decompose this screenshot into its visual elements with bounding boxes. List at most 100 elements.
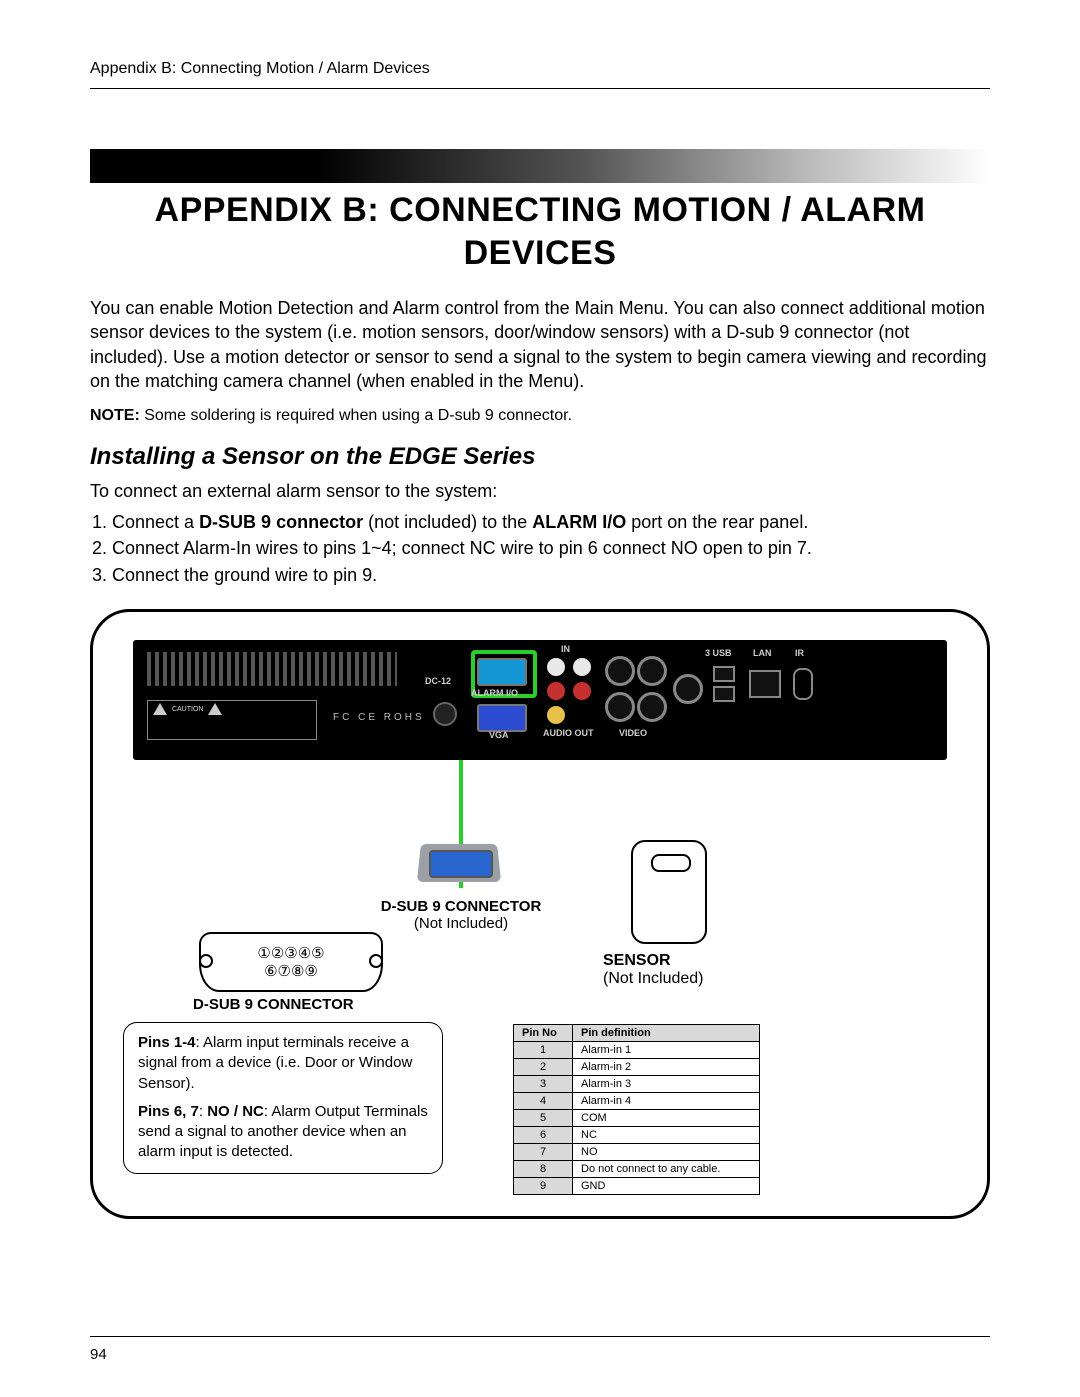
step-1-b: D-SUB 9 connector bbox=[199, 512, 363, 532]
table-row: 9GND bbox=[514, 1178, 760, 1195]
section-heading: Installing a Sensor on the EDGE Series bbox=[90, 443, 990, 471]
dc-label: DC-12 bbox=[425, 676, 451, 686]
usb-port bbox=[713, 686, 735, 702]
cell-pin-no: 8 bbox=[514, 1161, 573, 1178]
step-1-d: ALARM I/O bbox=[532, 512, 626, 532]
page-title: APPENDIX B: CONNECTING MOTION / ALARM DE… bbox=[90, 189, 990, 274]
lead-text: To connect an external alarm sensor to t… bbox=[90, 481, 990, 502]
dsub9-label-a: D-SUB 9 CONNECTOR (Not Included) bbox=[371, 898, 551, 932]
cell-pin-no: 3 bbox=[514, 1076, 573, 1093]
cell-pin-def: Alarm-in 3 bbox=[573, 1076, 760, 1093]
warning-icon bbox=[153, 703, 167, 715]
bnc-port bbox=[637, 656, 667, 686]
rca-port bbox=[547, 706, 565, 724]
pin-row-2: ⑥⑦⑧⑨ bbox=[264, 962, 318, 980]
dsub9-sub: (Not Included) bbox=[371, 915, 551, 932]
table-row: 1Alarm-in 1 bbox=[514, 1042, 760, 1059]
usb-label: 3 USB bbox=[705, 648, 732, 658]
cell-pin-no: 4 bbox=[514, 1093, 573, 1110]
vga-label: VGA bbox=[489, 730, 509, 740]
pins-description-box: Pins 1-4: Alarm input terminals receive … bbox=[123, 1022, 443, 1174]
audio-label: AUDIO OUT bbox=[543, 728, 594, 738]
note: NOTE: Some soldering is required when us… bbox=[90, 407, 990, 425]
warning-icon bbox=[208, 703, 222, 715]
cell-pin-def: GND bbox=[573, 1178, 760, 1195]
cell-pin-no: 2 bbox=[514, 1059, 573, 1076]
cell-pin-no: 1 bbox=[514, 1042, 573, 1059]
dsub9-connector-illustration bbox=[409, 832, 509, 902]
cell-pin-def: COM bbox=[573, 1110, 760, 1127]
alarm-io-port bbox=[477, 658, 527, 686]
video-label: VIDEO bbox=[619, 728, 647, 738]
bnc-port bbox=[637, 692, 667, 722]
usb-port bbox=[713, 666, 735, 682]
page-number: 94 bbox=[90, 1346, 107, 1363]
rca-port bbox=[573, 682, 591, 700]
pin-row-1: ①②③④⑤ bbox=[257, 944, 324, 962]
cell-pin-no: 9 bbox=[514, 1178, 573, 1195]
ir-label: IR bbox=[795, 648, 804, 658]
vga-port bbox=[477, 704, 527, 732]
rca-port bbox=[573, 658, 591, 676]
cell-pin-no: 5 bbox=[514, 1110, 573, 1127]
cell-pin-def: NC bbox=[573, 1127, 760, 1144]
step-1-e: port on the rear panel. bbox=[626, 512, 808, 532]
device-rear-panel: CAUTION FC CE ROHS DC-12 ALARM I/O VGA I… bbox=[133, 640, 947, 760]
pins-6-7-nonc: NO / NC bbox=[207, 1103, 264, 1120]
bnc-port bbox=[605, 656, 635, 686]
step-1-a: Connect a bbox=[112, 512, 199, 532]
pins-6-7-sep: : bbox=[199, 1103, 207, 1120]
table-header-row: Pin No Pin definition bbox=[514, 1025, 760, 1042]
table-row: 8Do not connect to any cable. bbox=[514, 1161, 760, 1178]
pins-1-4: Pins 1-4: Alarm input terminals receive … bbox=[138, 1033, 428, 1094]
rca-port bbox=[547, 658, 565, 676]
wiring-diagram: CAUTION FC CE ROHS DC-12 ALARM I/O VGA I… bbox=[90, 609, 990, 1219]
table-row: 2Alarm-in 2 bbox=[514, 1059, 760, 1076]
sensor-label: SENSOR (Not Included) bbox=[603, 952, 763, 988]
cell-pin-no: 6 bbox=[514, 1127, 573, 1144]
steps-list: Connect a D-SUB 9 connector (not include… bbox=[112, 510, 990, 587]
footer-rule bbox=[90, 1336, 990, 1337]
note-text: Some soldering is required when using a … bbox=[140, 407, 572, 424]
table-row: 6NC bbox=[514, 1127, 760, 1144]
connector-face bbox=[429, 850, 493, 878]
intro-paragraph: You can enable Motion Detection and Alar… bbox=[90, 296, 990, 393]
dsub9-title: D-SUB 9 CONNECTOR bbox=[371, 898, 551, 915]
title-banner bbox=[90, 149, 990, 183]
lan-label: LAN bbox=[753, 648, 772, 658]
sensor-sub: (Not Included) bbox=[603, 970, 763, 988]
cell-pin-def: Alarm-in 4 bbox=[573, 1093, 760, 1110]
ir-port bbox=[793, 668, 813, 700]
table-row: 4Alarm-in 4 bbox=[514, 1093, 760, 1110]
running-header: Appendix B: Connecting Motion / Alarm De… bbox=[90, 60, 990, 78]
sensor-title: SENSOR bbox=[603, 952, 763, 970]
note-label: NOTE: bbox=[90, 407, 140, 424]
page: Appendix B: Connecting Motion / Alarm De… bbox=[0, 0, 1080, 1397]
pin-definition-table: Pin No Pin definition 1Alarm-in 1 2Alarm… bbox=[513, 1024, 760, 1195]
col-pin-def: Pin definition bbox=[573, 1025, 760, 1042]
caution-text: CAUTION bbox=[172, 706, 204, 713]
col-pin-no: Pin No bbox=[514, 1025, 573, 1042]
dc-jack bbox=[433, 702, 457, 726]
cell-pin-def: Do not connect to any cable. bbox=[573, 1161, 760, 1178]
cell-pin-def: Alarm-in 2 bbox=[573, 1059, 760, 1076]
table-row: 5COM bbox=[514, 1110, 760, 1127]
step-3: Connect the ground wire to pin 9. bbox=[112, 563, 990, 587]
cell-pin-no: 7 bbox=[514, 1144, 573, 1161]
step-1: Connect a D-SUB 9 connector (not include… bbox=[112, 510, 990, 534]
step-1-c: (not included) to the bbox=[363, 512, 532, 532]
dsub9-pinout-label: D-SUB 9 CONNECTOR bbox=[193, 996, 354, 1013]
rca-port bbox=[547, 682, 565, 700]
pins-6-7: Pins 6, 7: NO / NC: Alarm Output Termina… bbox=[138, 1102, 428, 1163]
compliance-marks: FC CE ROHS bbox=[333, 712, 425, 723]
table-row: 3Alarm-in 3 bbox=[514, 1076, 760, 1093]
bnc-port bbox=[673, 674, 703, 704]
caution-label: CAUTION bbox=[147, 700, 317, 740]
cell-pin-def: Alarm-in 1 bbox=[573, 1042, 760, 1059]
step-2: Connect Alarm-In wires to pins 1~4; conn… bbox=[112, 536, 990, 560]
dsub9-pinout: ①②③④⑤ ⑥⑦⑧⑨ bbox=[199, 932, 383, 992]
alarm-label: ALARM I/O bbox=[471, 688, 518, 698]
cell-pin-def: NO bbox=[573, 1144, 760, 1161]
vent-grille bbox=[147, 652, 397, 686]
lan-port bbox=[749, 670, 781, 698]
